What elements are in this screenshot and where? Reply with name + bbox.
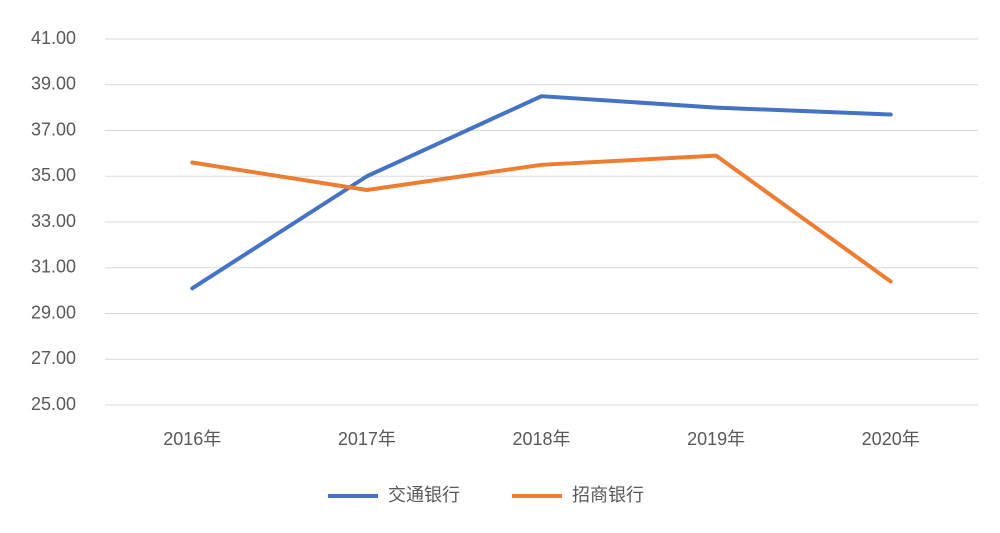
series-line (190, 94, 893, 291)
y-tick-label: 41.00 (31, 28, 76, 48)
y-tick-label: 39.00 (31, 74, 76, 94)
series-line (190, 153, 893, 284)
legend-label: 交通银行 (388, 485, 460, 505)
x-tick-label: 2016年 (163, 429, 221, 449)
y-tick-label: 29.00 (31, 302, 76, 322)
x-tick-label: 2017年 (338, 429, 396, 449)
y-tick-label: 35.00 (31, 165, 76, 185)
x-tick-label: 2018年 (512, 429, 570, 449)
y-tick-label: 31.00 (31, 257, 76, 277)
y-tick-label: 37.00 (31, 119, 76, 139)
x-tick-label: 2019年 (687, 429, 745, 449)
y-tick-label: 25.00 (31, 394, 76, 414)
x-tick-label: 2020年 (862, 429, 920, 449)
y-tick-label: 27.00 (31, 348, 76, 368)
legend-label: 招商银行 (572, 485, 644, 505)
y-tick-label: 33.00 (31, 211, 76, 231)
